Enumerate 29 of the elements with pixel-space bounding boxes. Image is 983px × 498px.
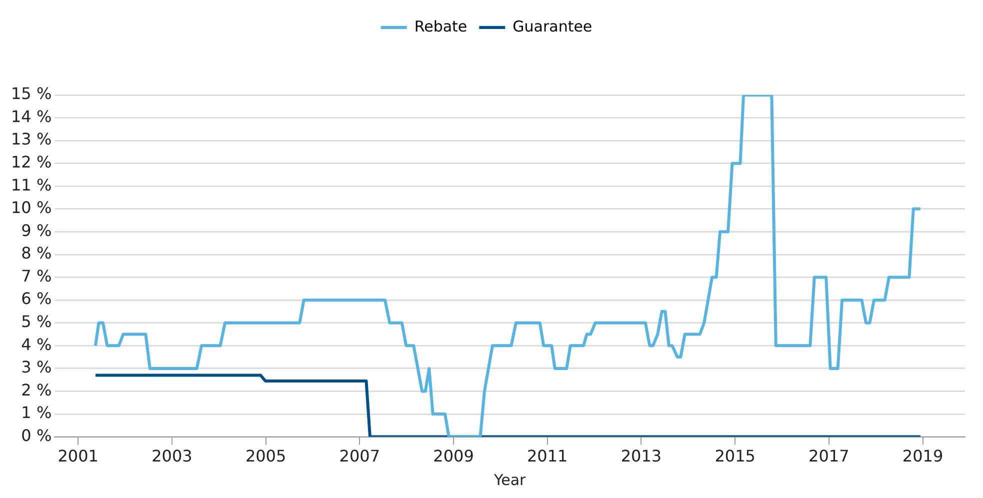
legend-label: Rebate [414,17,468,36]
y-tick-label: 11 % [10,175,52,194]
y-tick-label: 0 % [21,426,52,445]
y-tick-label: 7 % [21,266,52,286]
y-tick-label: 5 % [21,312,52,332]
y-tick-label: 10 % [10,198,52,218]
y-tick-label: 6 % [21,289,52,308]
x-tick-label: 2009 [433,446,474,466]
x-tick-label: 2017 [808,446,850,466]
y-tick-label: 9 % [21,220,52,240]
y-tick-label: 1 % [21,403,52,422]
x-tick-label: 2003 [152,446,192,466]
y-tick-label: 8 % [21,244,52,263]
x-tick-label: 2013 [620,446,662,466]
y-tick-label: 3 % [21,358,52,377]
x-tick-label: 2001 [58,446,98,466]
y-tick-label: 4 % [21,334,52,354]
y-tick-label: 13 % [10,130,52,149]
y-tick-label: 12 % [10,152,52,172]
legend-label: Guarantee [512,17,592,36]
x-tick-label: 2007 [339,446,380,466]
y-tick-label: 15 % [10,84,52,104]
x-tick-label: 2005 [245,446,286,466]
y-tick-label: 2 % [21,380,52,400]
x-tick-label: 2011 [527,446,568,466]
x-tick-label: 2019 [902,446,944,466]
y-tick-label: 14 % [10,106,52,126]
x-axis-title: Year [492,470,527,489]
x-tick-label: 2015 [714,446,756,466]
